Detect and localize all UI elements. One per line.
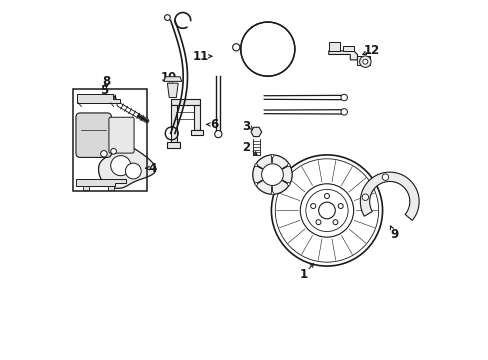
- Polygon shape: [163, 77, 182, 81]
- Text: 2: 2: [242, 141, 250, 154]
- Polygon shape: [99, 147, 156, 188]
- Text: 6: 6: [209, 118, 218, 131]
- Polygon shape: [171, 99, 199, 105]
- Text: 7: 7: [87, 147, 95, 160]
- Circle shape: [110, 148, 116, 154]
- Polygon shape: [76, 179, 126, 186]
- Circle shape: [254, 164, 257, 167]
- Polygon shape: [343, 45, 353, 51]
- Text: 10: 10: [161, 71, 177, 84]
- Circle shape: [261, 164, 283, 185]
- Polygon shape: [328, 51, 357, 60]
- Circle shape: [252, 155, 292, 194]
- Text: 4: 4: [149, 162, 157, 175]
- Text: 3: 3: [242, 121, 250, 134]
- Circle shape: [270, 154, 273, 157]
- FancyBboxPatch shape: [109, 117, 134, 153]
- Circle shape: [332, 220, 337, 225]
- Circle shape: [382, 174, 388, 180]
- Text: 1: 1: [299, 268, 307, 281]
- Text: 9: 9: [389, 228, 398, 241]
- Polygon shape: [77, 94, 120, 103]
- Circle shape: [315, 220, 320, 225]
- Circle shape: [287, 183, 289, 185]
- Circle shape: [110, 156, 131, 176]
- Circle shape: [340, 94, 346, 101]
- Circle shape: [214, 131, 222, 138]
- Polygon shape: [194, 105, 199, 130]
- Circle shape: [362, 194, 368, 201]
- Polygon shape: [171, 105, 176, 142]
- Polygon shape: [167, 83, 178, 98]
- Circle shape: [324, 194, 329, 198]
- Circle shape: [359, 56, 370, 67]
- Text: 8: 8: [102, 75, 110, 88]
- Polygon shape: [83, 186, 88, 190]
- Polygon shape: [360, 172, 418, 220]
- Text: 11: 11: [192, 50, 208, 63]
- Circle shape: [101, 150, 107, 157]
- Circle shape: [300, 184, 353, 237]
- Text: 12: 12: [363, 44, 379, 57]
- Circle shape: [340, 109, 346, 115]
- Circle shape: [287, 164, 289, 167]
- Polygon shape: [190, 130, 203, 135]
- Polygon shape: [250, 127, 261, 136]
- Bar: [73, 89, 146, 191]
- Circle shape: [310, 203, 315, 208]
- Circle shape: [232, 44, 239, 51]
- Polygon shape: [167, 142, 180, 148]
- Circle shape: [338, 203, 343, 208]
- Circle shape: [270, 192, 273, 195]
- FancyBboxPatch shape: [76, 113, 111, 157]
- Circle shape: [254, 183, 257, 185]
- Polygon shape: [357, 56, 369, 65]
- Text: 5: 5: [100, 84, 108, 97]
- Circle shape: [125, 163, 141, 179]
- Polygon shape: [108, 186, 113, 190]
- Polygon shape: [328, 42, 339, 51]
- Circle shape: [362, 59, 367, 64]
- Circle shape: [318, 202, 335, 219]
